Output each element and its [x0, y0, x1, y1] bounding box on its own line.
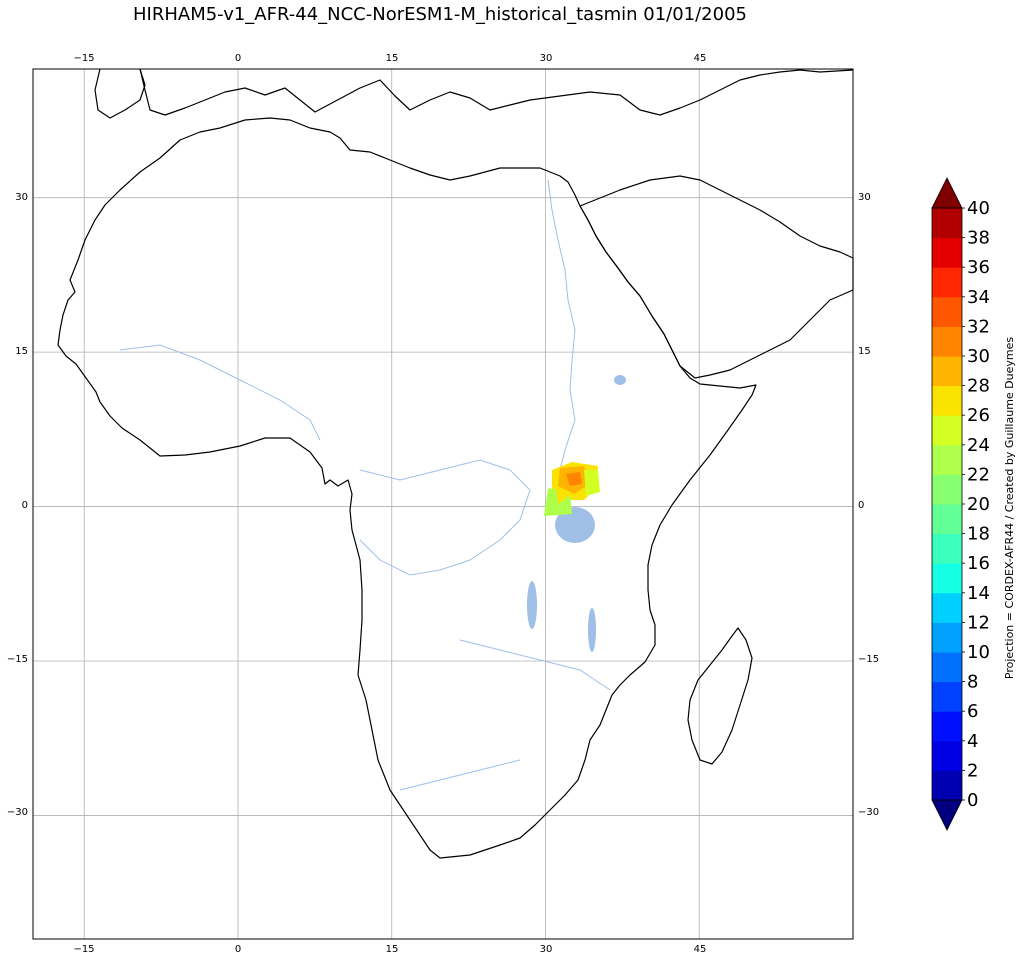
lat-tick-right-1: 15	[858, 346, 871, 357]
colorbar-segment-26	[932, 385, 962, 416]
colorbar-tick-label-2: 2	[967, 760, 978, 781]
lon-tick-top-0: −15	[73, 53, 94, 64]
colorbar-segment-10	[932, 622, 962, 653]
lat-tick-right-2: 0	[858, 500, 864, 511]
colorbar-segment-6	[932, 681, 962, 712]
lon-tick-top-4: 45	[694, 53, 707, 64]
colorbar-over-extension	[931, 177, 963, 209]
orange-river	[399, 759, 521, 791]
colorbar-segment-4	[932, 711, 962, 742]
coastlines	[57, 68, 854, 859]
lat-tick-right-3: −15	[858, 654, 879, 665]
colorbar-tick-label-34: 34	[967, 287, 990, 308]
colorbar-tick-label-10: 10	[967, 642, 990, 663]
colorbar-tick-label-14: 14	[967, 583, 990, 604]
lat-tick-left-3: −15	[7, 654, 28, 665]
madagascar-coastline	[687, 627, 753, 765]
lat-tick-left-4: −30	[7, 807, 28, 818]
colorbar-tick-label-18: 18	[967, 524, 990, 545]
lake-victoria	[555, 507, 595, 543]
data-cell-26b	[556, 486, 572, 504]
iberia-coastline	[94, 68, 146, 119]
lon-tick-top-2: 15	[386, 53, 399, 64]
lat-tick-left-0: 30	[15, 192, 28, 203]
colorbar-tick-label-36: 36	[967, 257, 990, 278]
lon-tick-bottom-0: −15	[73, 944, 94, 955]
arabia-coastline	[579, 175, 854, 379]
lon-tick-top-3: 30	[540, 53, 553, 64]
lat-tick-left-1: 15	[15, 346, 28, 357]
colorbar-tick-label-16: 16	[967, 553, 990, 574]
colorbar-tick-label-6: 6	[967, 701, 978, 722]
colorbar-tick-label-4: 4	[967, 731, 978, 752]
lat-ticks-left: 30 15 0 −15 −30	[7, 192, 28, 818]
colorbar-tick-label-22: 22	[967, 464, 990, 485]
lake-tanganyika	[527, 581, 537, 629]
niger-river	[119, 344, 321, 441]
colorbar-tick-label-30: 30	[967, 346, 990, 367]
colorbar-segment-32	[932, 296, 962, 327]
congo-river	[359, 459, 531, 576]
colorbar-segment-12	[932, 592, 962, 623]
colorbar-segment-34	[932, 267, 962, 298]
colorbar-segment-38	[932, 208, 962, 239]
nile-river	[547, 179, 576, 471]
lon-tick-bottom-2: 15	[386, 944, 399, 955]
lake-tana	[614, 375, 626, 385]
map-frame	[32, 68, 854, 940]
colorbar-tick-label-8: 8	[967, 672, 978, 693]
lon-tick-bottom-4: 45	[694, 944, 707, 955]
colorbar-tick-label-38: 38	[967, 228, 990, 249]
colorbar-segment-14	[932, 563, 962, 594]
colorbar-tick-label-40: 40	[967, 198, 990, 219]
rivers	[119, 179, 611, 791]
colorbar-segment-30	[932, 326, 962, 357]
lat-ticks-right: 30 15 0 −15 −30	[858, 192, 879, 818]
colorbar-segment-18	[932, 504, 962, 535]
tasmin-data-patch	[544, 462, 600, 516]
colorbar-tick-label-12: 12	[967, 612, 990, 633]
colorbar	[931, 177, 963, 831]
colorbar-tick-label-20: 20	[967, 494, 990, 515]
colorbar-segment-0	[932, 770, 962, 801]
lon-ticks-top: −15 0 15 30 45	[73, 53, 706, 64]
colorbar-segment-20	[932, 474, 962, 505]
lat-tick-right-0: 30	[858, 192, 871, 203]
data-cell-24	[584, 470, 600, 496]
lakes	[527, 375, 626, 652]
colorbar-under-extension	[931, 799, 963, 831]
lon-tick-bottom-1: 0	[235, 944, 241, 955]
data-cell-30	[566, 472, 582, 486]
lon-tick-top-1: 0	[235, 53, 241, 64]
colorbar-segment-16	[932, 533, 962, 564]
colorbar-segment-24	[932, 415, 962, 446]
colorbar-tick-label-24: 24	[967, 435, 990, 456]
colorbar-segment-2	[932, 740, 962, 771]
colorbar-tick-label-28: 28	[967, 376, 990, 397]
colorbar-segment-28	[932, 356, 962, 387]
colorbar-tick-label-0: 0	[967, 790, 978, 811]
colorbar-side-label: Projection = CORDEX-AFR44 / Created by G…	[1003, 337, 1016, 679]
lat-tick-left-2: 0	[22, 500, 28, 511]
zambezi-river	[459, 639, 611, 691]
colorbar-tick-label-32: 32	[967, 316, 990, 337]
colorbar-segment-22	[932, 444, 962, 475]
colorbar-segment-36	[932, 237, 962, 268]
lon-ticks-bottom: −15 0 15 30 45	[73, 944, 706, 955]
lake-malawi	[588, 608, 596, 652]
map-background	[33, 69, 853, 939]
africa-coastline	[57, 117, 757, 859]
map-title: HIRHAM5-v1_AFR-44_NCC-NorESM1-M_historic…	[133, 4, 747, 25]
lat-tick-right-4: −30	[858, 807, 879, 818]
lon-tick-bottom-3: 30	[540, 944, 553, 955]
colorbar-segment-8	[932, 652, 962, 683]
colorbar-tick-label-26: 26	[967, 405, 990, 426]
map-gridlines	[33, 69, 853, 939]
europe-coastline	[139, 68, 854, 116]
